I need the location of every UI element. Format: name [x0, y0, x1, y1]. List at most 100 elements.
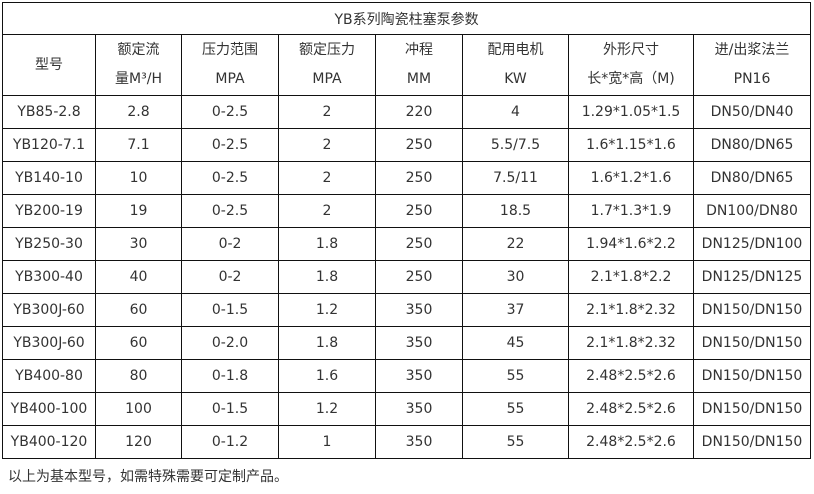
header-text: 量M³/H — [115, 71, 162, 87]
table-cell: DN150/DN150 — [692, 293, 812, 327]
table-cell: 350 — [375, 425, 463, 459]
table-cell: 0-1.2 — [181, 425, 279, 459]
table-cell: DN150/DN150 — [692, 392, 812, 426]
column-header: 额定压力 MPA — [278, 34, 376, 96]
header-text: MPA — [215, 71, 245, 87]
table-cell: 22 — [462, 227, 569, 261]
table-cell: 2.48*2.5*2.6 — [568, 425, 694, 459]
table-cell: 7.5/11 — [462, 161, 569, 195]
table-cell: 250 — [375, 227, 463, 261]
table-cell: 2.1*1.8*2.2 — [568, 260, 694, 294]
table-cell: 60 — [95, 326, 182, 360]
table-cell: DN150/DN150 — [692, 326, 812, 360]
table-row: YB120-7.1 7.1 0-2.5 2 250 5.5/7.5 1.6*1.15*1.6… — [2, 128, 812, 162]
column-header: 进/出浆法兰 PN16 — [692, 34, 812, 96]
table-row: YB400-80 80 0-1.8 1.6 350 55 2.48*2.5*2.6 DN150… — [2, 359, 812, 393]
column-header: 配用电机 KW — [462, 34, 569, 96]
table-cell: DN125/DN100 — [692, 227, 812, 261]
header-text: 额定流 — [117, 42, 160, 58]
table-cell: 0-2.5 — [181, 161, 279, 195]
pump-parameter-table: YB系列陶瓷柱塞泵参数 型号 额定流 量M³/H 压力范围 MPA 额定压力 MPA 冲程 MM… — [1, 2, 812, 459]
column-header: 型号 — [2, 34, 96, 96]
table-row: YB250-30 30 0-2 1.8 250 22 1.94*1.6*2.2 DN125/D… — [2, 227, 812, 261]
column-header: 额定流量M³/H — [95, 34, 182, 96]
table-cell: 100 — [95, 392, 182, 426]
table-cell: 0-2.0 — [181, 326, 279, 360]
table-cell: 45 — [462, 326, 569, 360]
table-cell: 30 — [95, 227, 182, 261]
table-cell: 1.7*1.3*1.9 — [568, 194, 694, 228]
table-cell: 2.1*1.8*2.32 — [568, 293, 694, 327]
table-cell: 55 — [462, 359, 569, 393]
table-cell: YB400-80 — [2, 359, 96, 393]
table-cell: 2 — [278, 194, 376, 228]
table-cell: 0-2 — [181, 260, 279, 294]
table-cell: 19 — [95, 194, 182, 228]
table-cell: 1.8 — [278, 260, 376, 294]
table-cell: 40 — [95, 260, 182, 294]
table-cell: 220 — [375, 95, 463, 129]
table-cell: YB250-30 — [2, 227, 96, 261]
header-text: KW — [504, 71, 527, 87]
table-cell: 120 — [95, 425, 182, 459]
header-text: 冲程 — [405, 42, 433, 58]
header-text: 配用电机 — [487, 42, 544, 58]
table-cell: 2 — [278, 161, 376, 195]
table-cell: 0-1.5 — [181, 392, 279, 426]
table-cell: 2.1*1.8*2.32 — [568, 326, 694, 360]
table-cell: 30 — [462, 260, 569, 294]
table-row: YB85-2.8 2.8 0-2.5 2 220 4 1.29*1.05*1.5 DN50/D… — [2, 95, 812, 129]
footnote: 以上为基本型号，如需特殊需要可定制产品。 — [8, 469, 288, 485]
table-cell: 250 — [375, 260, 463, 294]
table-cell: 0-1.5 — [181, 293, 279, 327]
table-row: YB300J-60 60 0-1.5 1.2 350 37 2.1*1.8*2.32 DN15… — [2, 293, 812, 327]
table-cell: DN80/DN65 — [692, 161, 812, 195]
table-cell: 1.6*1.2*1.6 — [568, 161, 694, 195]
table-row: YB400-100 100 0-1.5 1.2 350 55 2.48*2.5*2.6 DN1… — [2, 392, 812, 426]
table-cell: 2 — [278, 95, 376, 129]
table-cell: DN100/DN80 — [692, 194, 812, 228]
column-header: 压力范围 MPA — [181, 34, 279, 96]
table-cell: 4 — [462, 95, 569, 129]
table-row: YB200-19 19 0-2.5 2 250 18.5 1.7*1.3*1.9 DN100/… — [2, 194, 812, 228]
header-text: MPA — [312, 71, 342, 87]
table-cell: 18.5 — [462, 194, 569, 228]
table-cell: 0-2 — [181, 227, 279, 261]
table-cell: YB300-40 — [2, 260, 96, 294]
table-row: YB300-40 40 0-2 1.8 250 30 2.1*1.8*2.2 DN125/DN… — [2, 260, 812, 294]
table-cell: YB120-7.1 — [2, 128, 96, 162]
table-cell: 2 — [278, 128, 376, 162]
table-cell: 1.8 — [278, 326, 376, 360]
table-cell: 1 — [278, 425, 376, 459]
table-row: YB140-10 10 0-2.5 2 250 7.5/11 1.6*1.2*1.6 DN80… — [2, 161, 812, 195]
table-cell: DN150/DN150 — [692, 359, 812, 393]
table-cell: 0-2.5 — [181, 128, 279, 162]
table-cell: 10 — [95, 161, 182, 195]
table-cell: YB200-19 — [2, 194, 96, 228]
table-cell: 1.6*1.15*1.6 — [568, 128, 694, 162]
header-text: 长*宽*高（M) — [587, 71, 675, 87]
table-cell: 55 — [462, 425, 569, 459]
header-text: 型号 — [35, 56, 63, 73]
table-cell: 1.8 — [278, 227, 376, 261]
table-cell: 250 — [375, 194, 463, 228]
header-text: 额定压力 — [299, 42, 355, 58]
table-cell: 5.5/7.5 — [462, 128, 569, 162]
table-cell: 350 — [375, 293, 463, 327]
table-cell: DN150/DN150 — [692, 425, 812, 459]
table-cell: DN125/DN125 — [692, 260, 812, 294]
table-cell: 2.8 — [95, 95, 182, 129]
header-text: 压力范围 — [202, 42, 258, 58]
table-cell: 60 — [95, 293, 182, 327]
table-title: YB系列陶瓷柱塞泵参数 — [1, 2, 812, 35]
table-cell: 0-2.5 — [181, 194, 279, 228]
header-text: 外形尺寸 — [603, 42, 659, 58]
column-header: 外形尺寸长*宽*高（M) — [568, 34, 694, 96]
table-cell: YB300J-60 — [2, 293, 96, 327]
table-cell: 350 — [375, 326, 463, 360]
table-cell: YB400-100 — [2, 392, 96, 426]
header-text: 进/出浆法兰 — [714, 42, 790, 58]
table-cell: 2.48*2.5*2.6 — [568, 359, 694, 393]
table-row: YB400-120 120 0-1.2 1 350 55 2.48*2.5*2.6 DN150… — [2, 425, 812, 459]
table-cell: 7.1 — [95, 128, 182, 162]
